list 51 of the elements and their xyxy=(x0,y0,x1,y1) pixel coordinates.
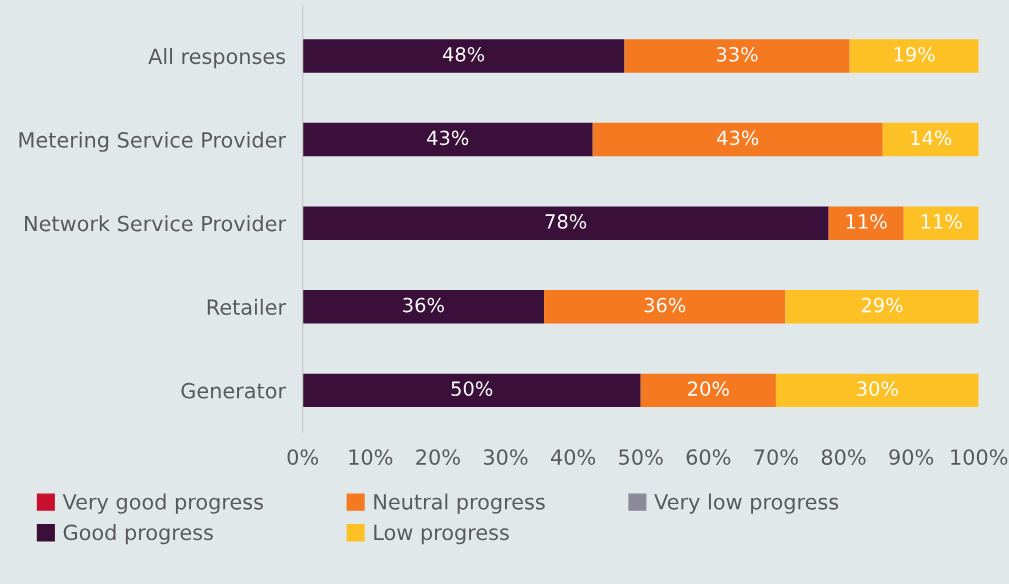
data-label: 36% xyxy=(403,297,444,313)
bar xyxy=(849,39,979,73)
y-tick-label: Metering Service Provider xyxy=(19,131,287,152)
x-tick-label: 20% xyxy=(416,449,460,465)
legend-label: Very good progress xyxy=(62,493,263,514)
bar xyxy=(302,122,593,157)
data-label: 48% xyxy=(442,46,485,62)
bar xyxy=(775,373,979,408)
legend-label: Low progress xyxy=(374,524,509,545)
data-label: 30% xyxy=(857,381,898,397)
x-tick-label: 70% xyxy=(754,449,798,465)
data-label: 78% xyxy=(545,214,587,229)
data-label: 19% xyxy=(894,46,935,62)
x-tick-label: 0% xyxy=(287,449,319,465)
bar xyxy=(640,373,776,408)
data-label: 50% xyxy=(451,381,493,397)
x-tick-label: 90% xyxy=(889,449,934,465)
data-label: 43% xyxy=(717,130,759,146)
data-label: 43% xyxy=(427,130,469,146)
bar xyxy=(302,373,641,408)
x-tick-label: 30% xyxy=(483,449,528,465)
bar xyxy=(592,122,883,157)
data-label: 14% xyxy=(911,130,952,146)
bar xyxy=(302,39,625,73)
x-tick-label: 80% xyxy=(821,449,866,465)
x-tick-label: 60% xyxy=(686,449,731,465)
y-tick-label: Generator xyxy=(181,382,287,399)
data-label: 36% xyxy=(644,297,686,313)
data-label: 20% xyxy=(688,381,729,397)
legend-label: Good progress xyxy=(63,524,213,545)
x-tick-label: 50% xyxy=(619,449,663,465)
y-tick-label: Retailer xyxy=(207,298,287,315)
x-tick-label: 40% xyxy=(550,449,596,465)
bar xyxy=(882,122,979,157)
bar xyxy=(302,290,545,324)
legend-label: Neutral progress xyxy=(374,493,545,514)
bar xyxy=(828,206,904,240)
data-label: 11% xyxy=(921,214,962,229)
y-tick-label: Network Service Provider xyxy=(25,215,287,232)
data-label: 33% xyxy=(716,46,758,62)
bar xyxy=(903,206,979,240)
bar xyxy=(544,290,786,324)
y-tick-label: All responses xyxy=(148,48,286,69)
data-label: 11% xyxy=(846,214,887,229)
data-label: 29% xyxy=(861,297,903,313)
bar xyxy=(785,290,979,324)
legend-label: Very low progress xyxy=(654,493,839,514)
x-tick-label: 100% xyxy=(951,449,1008,465)
x-tick-label: 10% xyxy=(349,449,393,465)
bar xyxy=(302,206,829,240)
bar xyxy=(624,39,850,73)
